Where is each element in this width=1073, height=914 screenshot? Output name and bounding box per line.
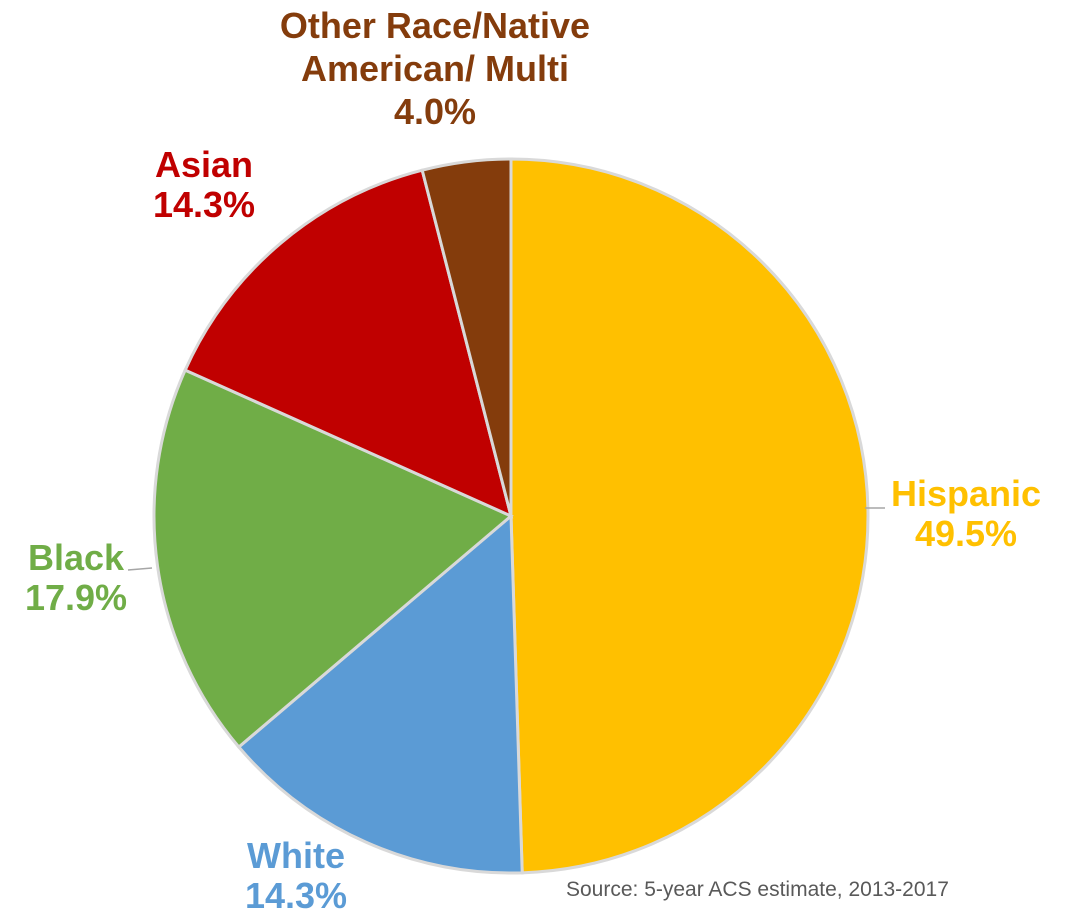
pie-slices — [152, 157, 870, 875]
slice-label-other-race-native-american-multi: Other Race/Native American/ Multi 4.0% — [280, 5, 590, 132]
slice-name-label: Black — [28, 537, 125, 578]
slice-label-asian: Asian 14.3% — [153, 144, 255, 225]
slice-name-label: Asian — [155, 144, 253, 185]
slice-name-label: American/ Multi — [301, 48, 569, 89]
slice-black — [152, 368, 514, 750]
slice-name-label: White — [247, 835, 345, 876]
slice-hispanic — [509, 157, 870, 875]
leader-lines — [127, 507, 885, 571]
slice-asian — [183, 168, 514, 519]
slice-label-white: White 14.3% — [245, 835, 347, 914]
slice-white — [236, 512, 524, 875]
slice-value-label: 49.5% — [915, 513, 1017, 554]
slice-label-hispanic: Hispanic 49.5% — [891, 473, 1041, 554]
leader-line-black — [127, 567, 153, 571]
slice-name-label: Hispanic — [891, 473, 1041, 514]
slice-value-label: 14.3% — [153, 184, 255, 225]
slice-value-label: 14.3% — [245, 875, 347, 914]
source-note: Source: 5-year ACS estimate, 2013-2017 — [566, 878, 949, 901]
slice-label-black: Black 17.9% — [25, 537, 127, 618]
slice-value-label: 17.9% — [25, 577, 127, 618]
slice-value-label: 4.0% — [394, 91, 476, 132]
slice-name-label: Other Race/Native — [280, 5, 590, 46]
slice-other-race-native-american-multi — [420, 157, 513, 517]
slice-labels: Hispanic 49.5%White 14.3%Black 17.9%Asian 14… — [25, 5, 1041, 914]
